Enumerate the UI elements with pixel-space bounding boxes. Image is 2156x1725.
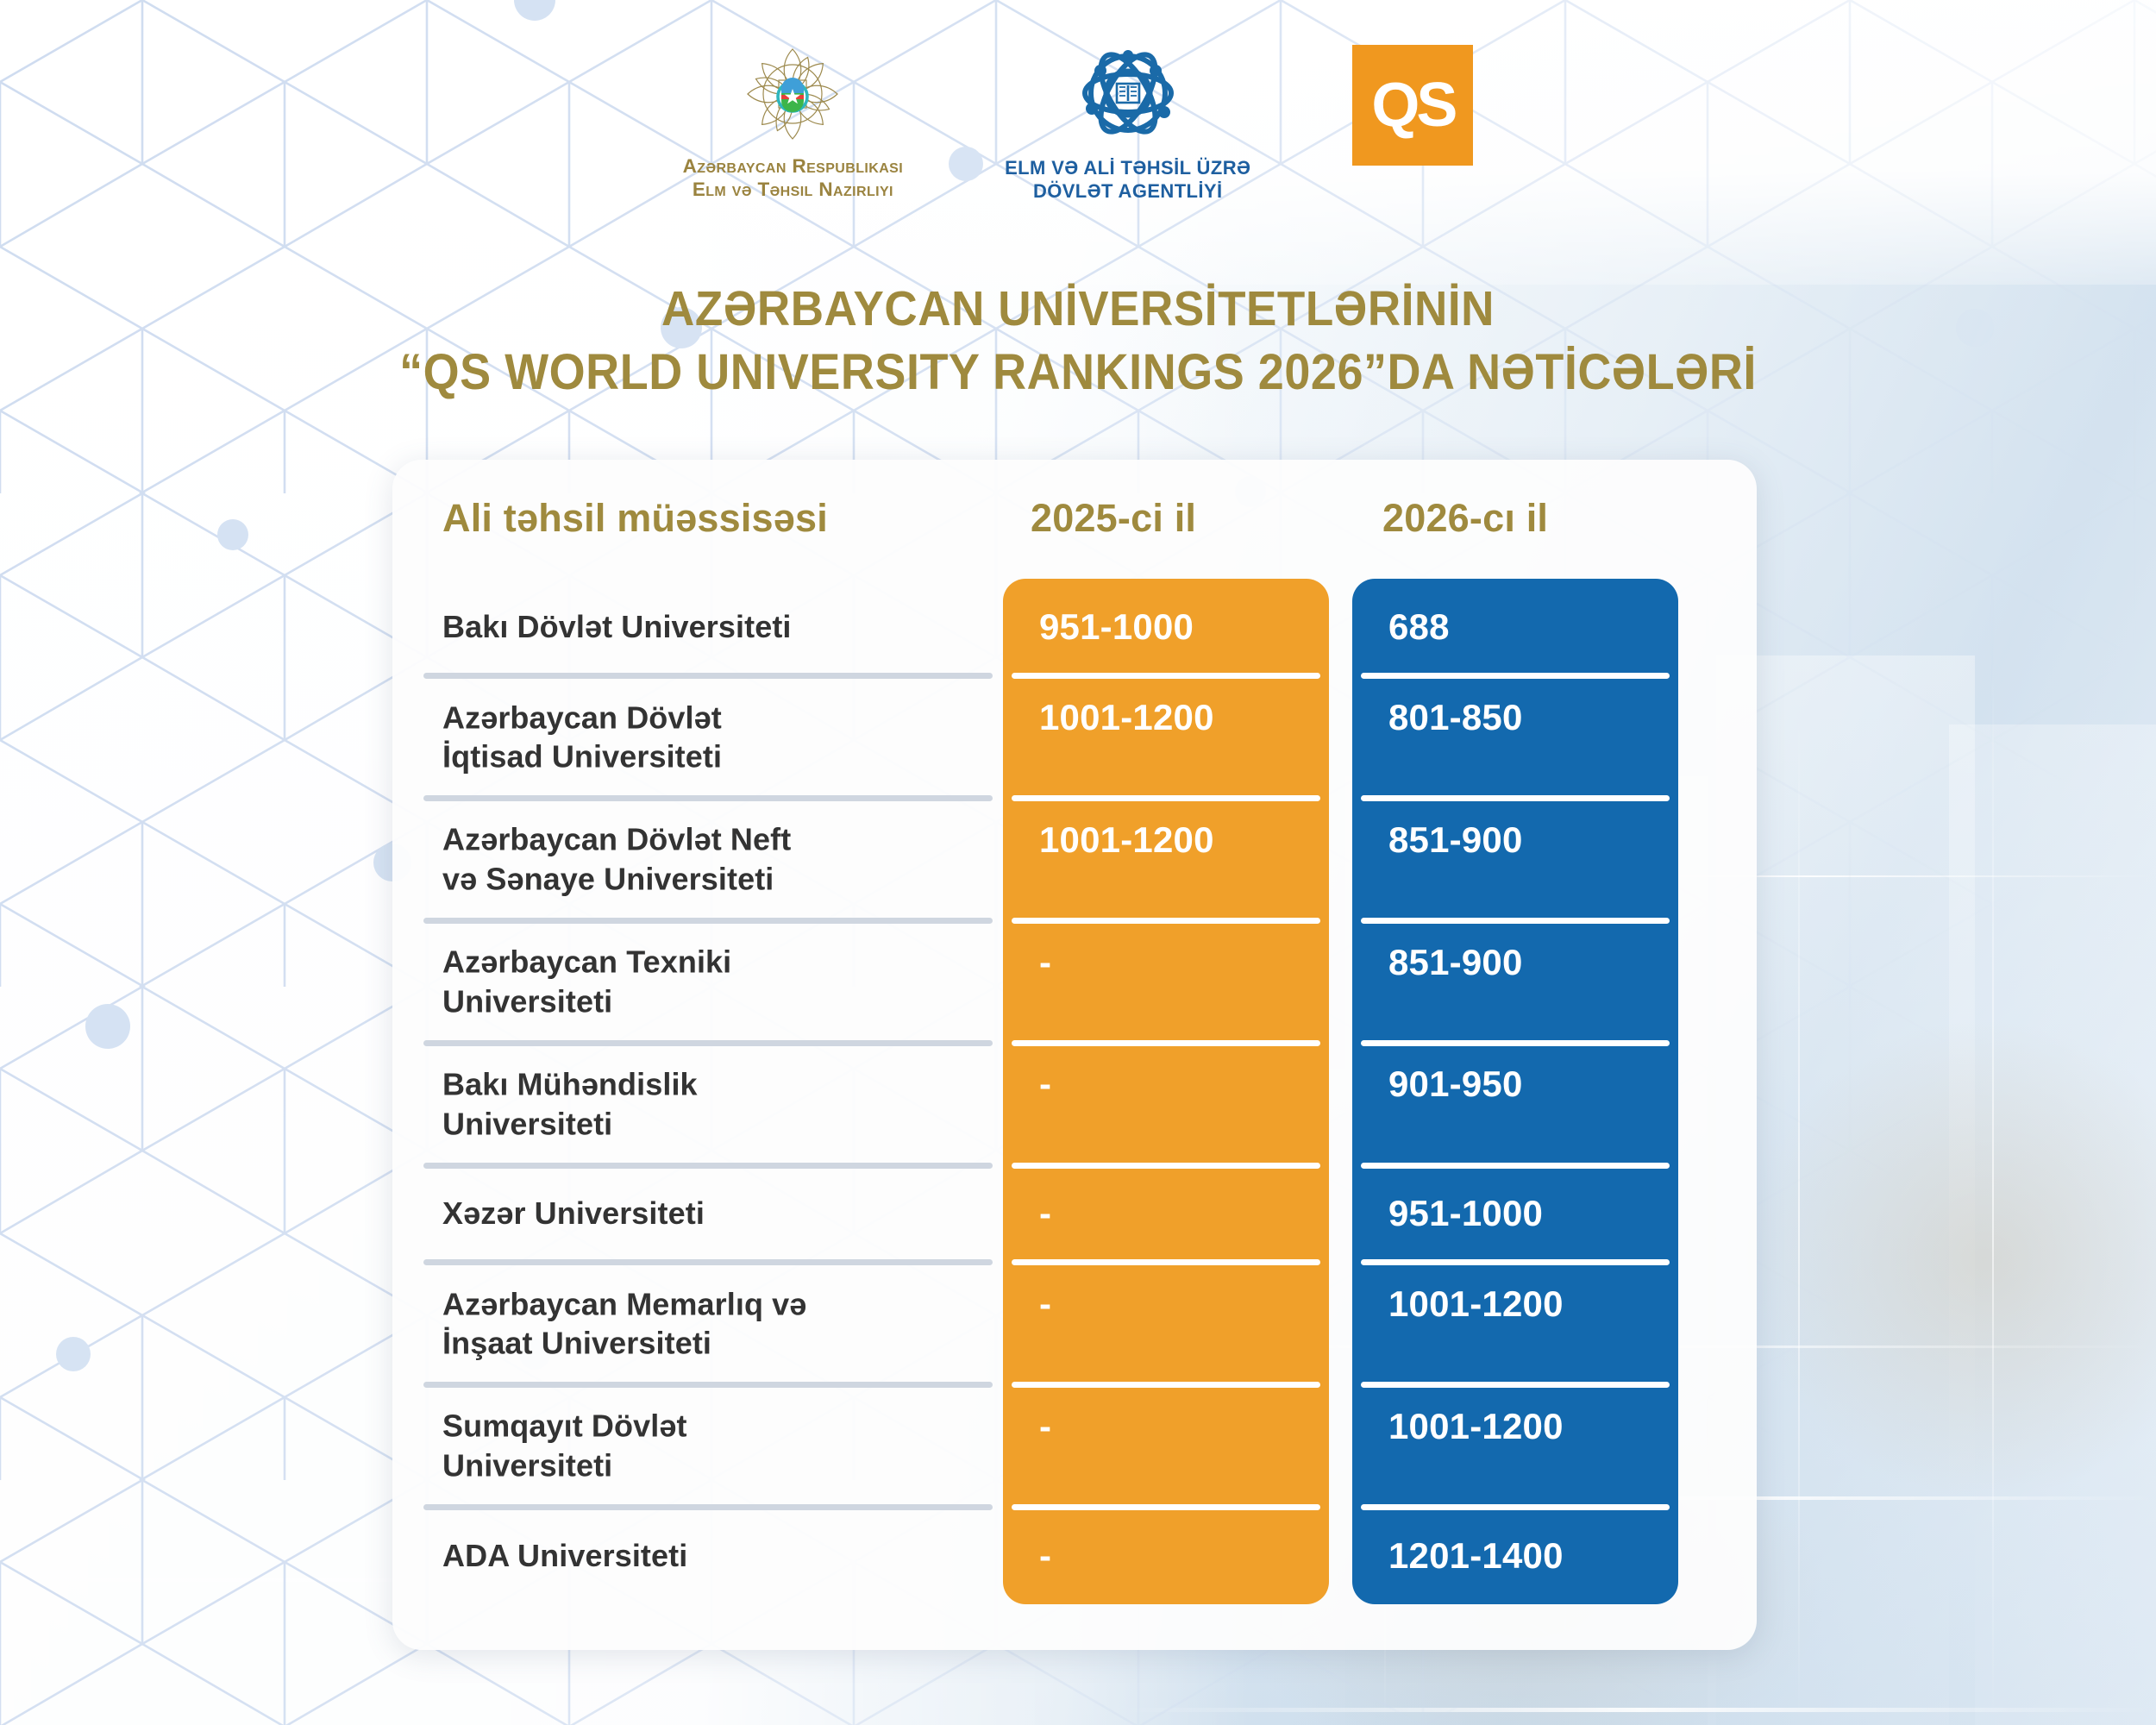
row-institution-name: Azərbaycan Dövlət İqtisad Universiteti [442, 699, 723, 775]
row-rank-2025: - [1039, 1534, 1052, 1576]
row-divider-2026-col [1361, 1259, 1670, 1266]
row-rank-2026: 1201-1400 [1388, 1534, 1564, 1576]
column-header-2026: 2026-cı il [1382, 496, 1549, 540]
row-divider-2026-col [1361, 1039, 1670, 1046]
row-divider-2025-col [1012, 673, 1320, 680]
row-institution-name: Azərbaycan Dövlət Neft və Sənaye Univers… [442, 821, 792, 897]
header-logos: Azərbaycan Respublikası Elm və Təhsil Na… [0, 45, 2156, 204]
page-title-line-2: “QS WORLD UNIVERSITY RANKINGS 2026”DA NƏ… [399, 343, 1757, 400]
row-institution-name: Azərbaycan Memarlıq və İnşaat Universite… [442, 1285, 807, 1361]
results-table: Ali təhsil müəssisəsi 2025-ci il 2026-cı… [392, 460, 1757, 1650]
row-divider-2025-col [1012, 1382, 1320, 1388]
qs-logo-icon: QS [1352, 45, 1474, 166]
row-divider-name-col [423, 1259, 993, 1266]
row-divider-2026-col [1361, 673, 1670, 680]
row-rank-2026: 801-850 [1388, 696, 1523, 737]
row-institution-name: Azərbaycan Texniki Universiteti [442, 944, 732, 1019]
row-divider-name-col [423, 673, 993, 680]
ministry-logo-block: Azərbaycan Respublikası Elm və Təhsil Na… [683, 45, 903, 202]
table-row: Bakı Mühəndislik Universiteti - 901-950 [392, 1043, 1757, 1165]
table-row: ADA Universiteti - 1201-1400 [392, 1507, 1757, 1604]
row-divider [392, 1382, 1757, 1388]
results-table-card: Ali təhsil müəssisəsi 2025-ci il 2026-cı… [392, 460, 1757, 1650]
row-institution-name: Bakı Dövlət Universiteti [442, 609, 792, 645]
row-institution-name: Bakı Mühəndislik Universiteti [442, 1066, 698, 1142]
table-row: Azərbaycan Texniki Universiteti - 851-900 [392, 920, 1757, 1043]
row-divider-name-col [423, 1162, 993, 1169]
page-title: AZƏRBAYCAN UNİVERSİTETLƏRİNİN “QS WORLD … [76, 278, 2081, 405]
row-divider-name-col [423, 1382, 993, 1388]
row-rank-2026: 851-900 [1388, 819, 1523, 860]
page-title-line-1: AZƏRBAYCAN UNİVERSİTETLƏRİNİN [661, 281, 1495, 336]
ministry-logo-caption: Azərbaycan Respublikası Elm və Təhsil Na… [682, 155, 904, 201]
atom-book-agency-icon [1081, 50, 1174, 135]
row-divider-name-col [423, 917, 993, 924]
row-rank-2026: 1001-1200 [1388, 1405, 1564, 1446]
table-body: Bakı Dövlət Universiteti 951-1000 688 Azərb… [392, 579, 1757, 1604]
row-rank-2026: 951-1000 [1388, 1193, 1544, 1234]
qs-logo-block: QS [1352, 45, 1474, 166]
row-divider-name-col [423, 1503, 993, 1510]
row-rank-2025: 1001-1200 [1039, 819, 1214, 860]
row-divider-2025-col [1012, 1259, 1320, 1266]
row-institution-name: Xəzər Universiteti [442, 1195, 705, 1232]
row-divider-2025-col [1012, 917, 1320, 924]
row-divider-2026-col [1361, 794, 1670, 801]
row-divider [392, 1162, 1757, 1169]
row-institution-name: ADA Universiteti [442, 1537, 688, 1573]
table-row: Azərbaycan Dövlət Neft və Sənaye Univers… [392, 798, 1757, 920]
table-row: Xəzər Universiteti - 951-1000 [392, 1165, 1757, 1263]
row-divider-name-col [423, 794, 993, 801]
row-rank-2025: - [1039, 1283, 1052, 1324]
row-divider-2026-col [1361, 1162, 1670, 1169]
row-divider [392, 673, 1757, 680]
row-divider [392, 1259, 1757, 1266]
row-divider-2025-col [1012, 1503, 1320, 1510]
row-rank-2025: - [1039, 1063, 1052, 1105]
column-header-institution: Ali təhsil müəssisəsi [442, 496, 828, 540]
row-divider-2026-col [1361, 1382, 1670, 1388]
row-rank-2025: - [1039, 1405, 1052, 1446]
row-divider-2025-col [1012, 1039, 1320, 1046]
row-rank-2026: 1001-1200 [1388, 1283, 1564, 1324]
row-divider [392, 1503, 1757, 1510]
row-divider-2025-col [1012, 794, 1320, 801]
table-row: Sumqayıt Dövlət Universiteti - 1001-1200 [392, 1385, 1757, 1508]
table-row: Azərbaycan Dövlət İqtisad Universiteti 10… [392, 676, 1757, 799]
column-2025-background [1003, 579, 1329, 1604]
row-rank-2026: 901-950 [1388, 1063, 1523, 1105]
column-2026-background [1352, 579, 1678, 1604]
row-institution-name: Sumqayıt Dövlət Universiteti [442, 1408, 687, 1484]
agency-logo-caption: ELM VƏ ALİ TƏHSİL ÜZRƏ DÖVLƏT AGENTLİYİ [1005, 157, 1251, 202]
table-row: Bakı Dövlət Universiteti 951-1000 688 [392, 579, 1757, 676]
row-divider-name-col [423, 1039, 993, 1046]
agency-logo-block: ELM VƏ ALİ TƏHSİL ÜZRƏ DÖVLƏT AGENTLİYİ [1005, 45, 1250, 204]
row-divider [392, 1039, 1757, 1046]
azerbaijan-ministry-emblem-icon [747, 48, 839, 140]
row-divider-2025-col [1012, 1162, 1320, 1169]
table-header-row: Ali təhsil müəssisəsi 2025-ci il 2026-cı… [392, 479, 1757, 574]
row-divider [392, 794, 1757, 801]
row-divider-2026-col [1361, 1503, 1670, 1510]
table-row: Azərbaycan Memarlıq və İnşaat Universite… [392, 1263, 1757, 1385]
row-rank-2026: 851-900 [1388, 941, 1523, 982]
row-rank-2025: - [1039, 1193, 1052, 1234]
column-header-2025: 2025-ci il [1031, 496, 1197, 540]
row-divider-2026-col [1361, 917, 1670, 924]
row-rank-2025: 1001-1200 [1039, 696, 1214, 737]
row-rank-2026: 688 [1388, 606, 1450, 648]
row-rank-2025: - [1039, 941, 1052, 982]
row-divider [392, 917, 1757, 924]
row-rank-2025: 951-1000 [1039, 606, 1194, 648]
